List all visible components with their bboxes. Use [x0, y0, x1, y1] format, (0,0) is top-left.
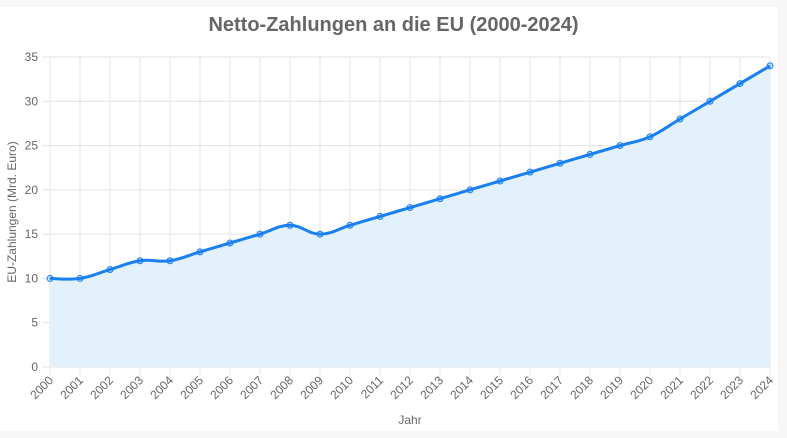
data-line: [49, 64, 771, 281]
data-point[interactable]: [436, 195, 444, 203]
data-point[interactable]: [316, 230, 324, 238]
x-tick-label: 2007: [237, 373, 266, 402]
x-tick-label: 2004: [147, 373, 176, 402]
data-point[interactable]: [196, 248, 204, 256]
data-point[interactable]: [706, 97, 714, 105]
area-fill: [50, 65, 770, 367]
x-tick-label: 2015: [477, 373, 506, 402]
x-axis-ticks: 2000 2001 2002 2003 2004 2005 2006 2007 2008 2009…: [27, 373, 776, 402]
y-tick-label: 10: [25, 271, 39, 285]
y-tick-label: 5: [31, 316, 38, 330]
data-point[interactable]: [46, 274, 54, 282]
y-tick-label: 0: [31, 360, 38, 374]
y-tick-label: 15: [25, 227, 39, 241]
chart-title: Netto-Zahlungen an die EU (2000-2024): [208, 14, 579, 36]
y-tick-label: 25: [25, 139, 39, 153]
x-tick-label: 2001: [57, 373, 86, 402]
y-axis-title: EU-Zahlungen (Mrd. Euro): [5, 141, 19, 282]
x-tick-label: 2012: [387, 373, 416, 402]
x-tick-label: 2000: [27, 373, 56, 402]
x-tick-label: 2024: [747, 373, 776, 402]
data-point[interactable]: [526, 168, 534, 176]
data-point[interactable]: [76, 274, 84, 282]
x-tick-label: 2014: [447, 373, 476, 402]
data-point[interactable]: [496, 177, 504, 185]
data-point[interactable]: [556, 159, 564, 167]
y-tick-label: 30: [25, 94, 39, 108]
data-point[interactable]: [376, 212, 384, 220]
data-point[interactable]: [406, 204, 414, 212]
x-tick-label: 2003: [117, 373, 146, 402]
x-tick-label: 2019: [597, 373, 626, 402]
x-tick-label: 2005: [177, 373, 206, 402]
data-point[interactable]: [766, 62, 774, 70]
x-tick-label: 2010: [327, 373, 356, 402]
x-tick-label: 2023: [717, 373, 746, 402]
x-tick-label: 2018: [567, 373, 596, 402]
x-axis-title: Jahr: [398, 413, 421, 427]
data-point[interactable]: [256, 230, 264, 238]
data-point[interactable]: [736, 80, 744, 88]
data-point[interactable]: [586, 150, 594, 158]
y-tick-label: 20: [25, 183, 39, 197]
data-point[interactable]: [676, 115, 684, 123]
x-tick-label: 2021: [657, 373, 686, 402]
data-point[interactable]: [286, 221, 294, 229]
x-tick-label: 2002: [87, 373, 116, 402]
x-tick-label: 2008: [267, 373, 296, 402]
data-point[interactable]: [106, 266, 114, 274]
x-tick-label: 2013: [417, 373, 446, 402]
data-point[interactable]: [136, 257, 144, 265]
data-point[interactable]: [616, 142, 624, 150]
data-points: [46, 62, 774, 282]
x-tick-label: 2006: [207, 373, 236, 402]
data-point[interactable]: [226, 239, 234, 247]
y-tick-label: 35: [25, 50, 39, 64]
x-tick-label: 2009: [297, 373, 326, 402]
data-point[interactable]: [466, 186, 474, 194]
x-tick-label: 2017: [537, 373, 566, 402]
y-axis-ticks: 0 5 10 15 20 25 30 35: [25, 50, 39, 374]
x-tick-label: 2020: [627, 373, 656, 402]
x-tick-label: 2011: [358, 373, 386, 401]
x-tick-label: 2022: [687, 373, 716, 402]
data-point[interactable]: [346, 221, 354, 229]
x-tick-label: 2016: [507, 373, 536, 402]
data-point[interactable]: [646, 133, 654, 141]
data-point[interactable]: [166, 257, 174, 265]
